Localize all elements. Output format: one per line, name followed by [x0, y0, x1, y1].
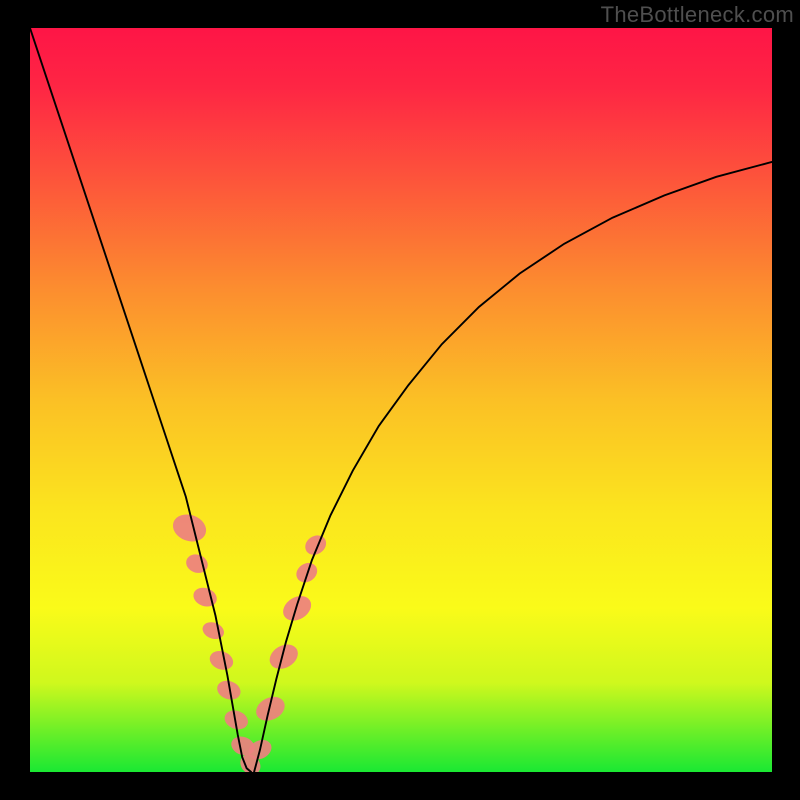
- watermark-text: TheBottleneck.com: [601, 2, 794, 28]
- plot-svg: [30, 28, 772, 772]
- gradient-background: [30, 28, 772, 772]
- chart-container: TheBottleneck.com: [0, 0, 800, 800]
- plot-area: [30, 28, 772, 772]
